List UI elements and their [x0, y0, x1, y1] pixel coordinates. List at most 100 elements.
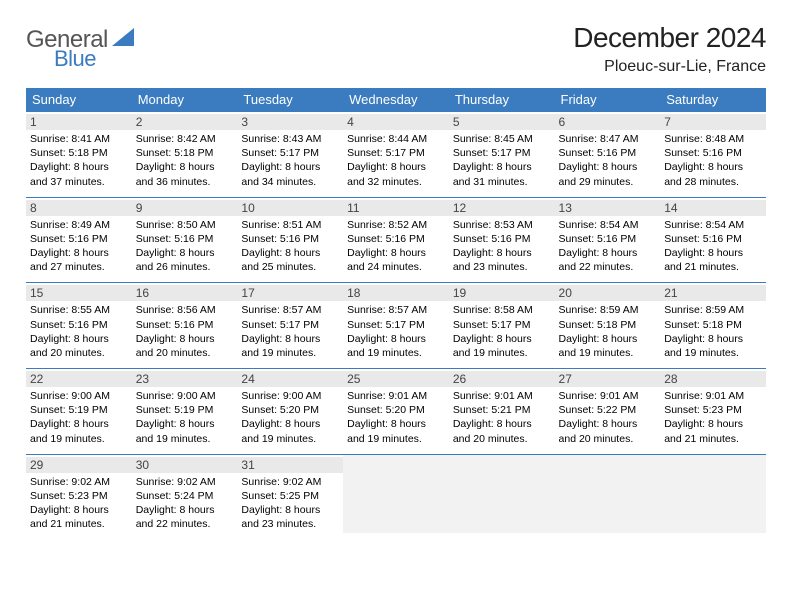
daylight-text: Daylight: 8 hours — [347, 246, 445, 260]
sunrise-text: Sunrise: 9:01 AM — [347, 389, 445, 403]
daylight-text: Daylight: 8 hours — [664, 246, 762, 260]
daylight-text: Daylight: 8 hours — [241, 503, 339, 517]
sunrise-text: Sunrise: 9:02 AM — [30, 475, 128, 489]
calendar-cell: 17Sunrise: 8:57 AMSunset: 5:17 PMDayligh… — [237, 283, 343, 369]
calendar-cell: 30Sunrise: 9:02 AMSunset: 5:24 PMDayligh… — [132, 454, 238, 539]
calendar-cell: 2 Sunrise: 8:42 AMSunset: 5:18 PMDaylight… — [132, 112, 238, 198]
header: General Blue December 2024 Ploeuc-sur-Li… — [26, 22, 766, 76]
calendar-cell: 18Sunrise: 8:57 AMSunset: 5:17 PMDayligh… — [343, 283, 449, 369]
calendar-cell: 28Sunrise: 9:01 AMSunset: 5:23 PMDayligh… — [660, 369, 766, 455]
sunrise-text: Sunrise: 8:48 AM — [664, 132, 762, 146]
sunrise-text: Sunrise: 8:42 AM — [136, 132, 234, 146]
sunrise-text: Sunrise: 8:50 AM — [136, 218, 234, 232]
day-number: 30 — [132, 457, 238, 473]
sunset-text: Sunset: 5:23 PM — [30, 489, 128, 503]
day-number: 10 — [237, 200, 343, 216]
calendar-cell: 24Sunrise: 9:00 AMSunset: 5:20 PMDayligh… — [237, 369, 343, 455]
daylight-text: Daylight: 8 hours — [136, 160, 234, 174]
daylight-text: and 19 minutes. — [241, 346, 339, 360]
calendar-cell: 11Sunrise: 8:52 AMSunset: 5:16 PMDayligh… — [343, 197, 449, 283]
sunset-text: Sunset: 5:17 PM — [453, 318, 551, 332]
day-number: 31 — [237, 457, 343, 473]
daylight-text: and 21 minutes. — [664, 432, 762, 446]
daylight-text: and 23 minutes. — [241, 517, 339, 531]
day-number: 2 — [132, 114, 238, 130]
daylight-text: and 23 minutes. — [453, 260, 551, 274]
calendar-cell: 1Sunrise: 8:41 AMSunset: 5:18 PMDaylight… — [26, 112, 132, 198]
daylight-text: Daylight: 8 hours — [30, 246, 128, 260]
sunset-text: Sunset: 5:18 PM — [559, 318, 657, 332]
calendar-cell: 5Sunrise: 8:45 AMSunset: 5:17 PMDaylight… — [449, 112, 555, 198]
location-text: Ploeuc-sur-Lie, France — [573, 58, 766, 76]
daylight-text: Daylight: 8 hours — [347, 160, 445, 174]
calendar-cell: 14Sunrise: 8:54 AMSunset: 5:16 PMDayligh… — [660, 197, 766, 283]
sunrise-text: Sunrise: 9:01 AM — [559, 389, 657, 403]
day-number: 7 — [660, 114, 766, 130]
sunrise-text: Sunrise: 9:00 AM — [241, 389, 339, 403]
sunset-text: Sunset: 5:22 PM — [559, 403, 657, 417]
day-number: 17 — [237, 285, 343, 301]
logo-triangle-icon — [112, 28, 134, 53]
day-number: 11 — [343, 200, 449, 216]
day-number: 3 — [237, 114, 343, 130]
calendar-cell: 15Sunrise: 8:55 AMSunset: 5:16 PMDayligh… — [26, 283, 132, 369]
sunset-text: Sunset: 5:16 PM — [136, 318, 234, 332]
daylight-text: Daylight: 8 hours — [136, 246, 234, 260]
daylight-text: Daylight: 8 hours — [453, 332, 551, 346]
calendar-week-row: 1Sunrise: 8:41 AMSunset: 5:18 PMDaylight… — [26, 112, 766, 198]
sunrise-text: Sunrise: 8:45 AM — [453, 132, 551, 146]
sunrise-text: Sunrise: 8:52 AM — [347, 218, 445, 232]
calendar-cell: 25Sunrise: 9:01 AMSunset: 5:20 PMDayligh… — [343, 369, 449, 455]
sunset-text: Sunset: 5:17 PM — [241, 146, 339, 160]
weekday-header: Friday — [555, 88, 661, 112]
sunset-text: Sunset: 5:16 PM — [30, 318, 128, 332]
sunrise-text: Sunrise: 9:00 AM — [136, 389, 234, 403]
day-number: 9 — [132, 200, 238, 216]
sunrise-text: Sunrise: 8:59 AM — [664, 303, 762, 317]
calendar-cell: 3 Sunrise: 8:43 AMSunset: 5:17 PMDaylight… — [237, 112, 343, 198]
calendar-week-row: 29Sunrise: 9:02 AMSunset: 5:23 PMDayligh… — [26, 454, 766, 539]
day-number: 18 — [343, 285, 449, 301]
sunset-text: Sunset: 5:23 PM — [664, 403, 762, 417]
sunset-text: Sunset: 5:25 PM — [241, 489, 339, 503]
daylight-text: and 36 minutes. — [136, 175, 234, 189]
daylight-text: Daylight: 8 hours — [347, 332, 445, 346]
calendar-cell: 29 Sunrise: 9:02 AMSunset: 5:23 PMDayligh… — [26, 454, 132, 539]
sunrise-text: Sunrise: 8:43 AM — [241, 132, 339, 146]
day-number: 4 — [343, 114, 449, 130]
sunrise-text: Sunrise: 9:00 AM — [30, 389, 128, 403]
daylight-text: Daylight: 8 hours — [241, 160, 339, 174]
daylight-text: and 31 minutes. — [453, 175, 551, 189]
sunset-text: Sunset: 5:17 PM — [347, 318, 445, 332]
daylight-text: and 20 minutes. — [136, 346, 234, 360]
day-number: 13 — [555, 200, 661, 216]
day-number: 29 — [26, 457, 132, 473]
day-number: 20 — [555, 285, 661, 301]
sunrise-text: Sunrise: 8:56 AM — [136, 303, 234, 317]
daylight-text: and 19 minutes. — [664, 346, 762, 360]
sunset-text: Sunset: 5:20 PM — [241, 403, 339, 417]
daylight-text: and 34 minutes. — [241, 175, 339, 189]
calendar-cell — [449, 454, 555, 539]
daylight-text: and 19 minutes. — [136, 432, 234, 446]
day-number: 23 — [132, 371, 238, 387]
day-number: 1 — [26, 114, 132, 130]
day-number: 26 — [449, 371, 555, 387]
sunset-text: Sunset: 5:16 PM — [559, 232, 657, 246]
day-number: 8 — [26, 200, 132, 216]
daylight-text: and 19 minutes. — [241, 432, 339, 446]
day-number: 19 — [449, 285, 555, 301]
calendar-cell: 22Sunrise: 9:00 AMSunset: 5:19 PMDayligh… — [26, 369, 132, 455]
daylight-text: Daylight: 8 hours — [241, 332, 339, 346]
daylight-text: Daylight: 8 hours — [559, 332, 657, 346]
daylight-text: and 21 minutes. — [664, 260, 762, 274]
day-number: 15 — [26, 285, 132, 301]
weekday-header-row: Sunday Monday Tuesday Wednesday Thursday… — [26, 88, 766, 112]
sunset-text: Sunset: 5:18 PM — [136, 146, 234, 160]
sunset-text: Sunset: 5:17 PM — [453, 146, 551, 160]
daylight-text: Daylight: 8 hours — [30, 503, 128, 517]
sunset-text: Sunset: 5:16 PM — [30, 232, 128, 246]
calendar-cell: 21Sunrise: 8:59 AMSunset: 5:18 PMDayligh… — [660, 283, 766, 369]
daylight-text: Daylight: 8 hours — [559, 246, 657, 260]
day-number: 25 — [343, 371, 449, 387]
